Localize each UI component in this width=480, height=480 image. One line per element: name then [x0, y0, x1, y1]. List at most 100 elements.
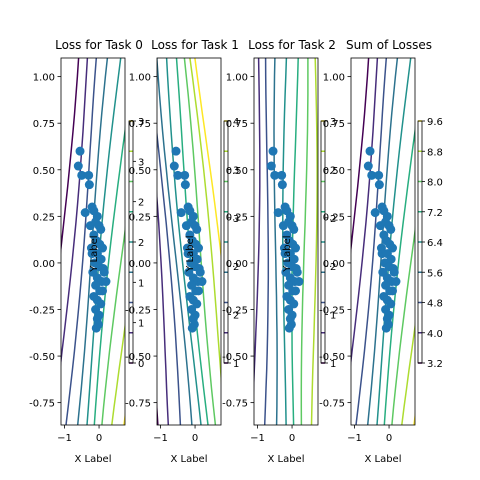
colorbar-tick-label: 6.4	[427, 238, 443, 249]
contour-line	[254, 58, 261, 395]
scatter-point	[194, 286, 204, 296]
colorbar-tick-label: 2	[330, 262, 336, 273]
colorbar-tick-label: 2	[233, 262, 239, 273]
scatter-point	[98, 286, 108, 296]
colorbar-tick-label: 2	[138, 198, 144, 209]
y-tick-label: -0.50	[222, 352, 248, 363]
scatter-point	[381, 323, 391, 333]
subplot-title: Sum of Losses	[346, 38, 432, 52]
scatter-point	[75, 146, 85, 156]
scatter-point	[176, 208, 186, 218]
y-tick-label: -0.75	[319, 399, 345, 410]
colorbar-tick-label: 3	[138, 157, 144, 168]
x-tick-label: −1	[347, 433, 362, 444]
contour-line	[351, 58, 379, 367]
contour-line	[263, 58, 270, 425]
scatter-point	[270, 170, 280, 180]
y-tick-label: 1.00	[33, 73, 55, 84]
y-tick-label: 0.75	[33, 119, 55, 130]
colorbar-tick-label: 3	[330, 117, 336, 128]
scatter-point	[374, 180, 384, 190]
y-tick-label: 0.25	[323, 212, 345, 223]
colorbar-tick-label: 9.6	[427, 117, 443, 128]
plot-area	[61, 58, 125, 425]
contour-line	[401, 321, 415, 425]
plot-area	[351, 58, 415, 425]
contour-line	[61, 58, 80, 255]
contour-line	[65, 58, 98, 425]
subplot-0: -0.75 -0.50 -0.25 0.00 0.25 0.50 0.75 1.00 −1 0 Lo…	[29, 38, 144, 465]
colorbar-tick-label: 4.0	[427, 329, 443, 340]
subplot-1: -0.75 -0.50 -0.25 0.00 0.25 0.50 0.75 1.00 −1 0 Lo…	[125, 38, 239, 465]
colorbar-tick-label: 5.6	[427, 268, 443, 279]
scatter-point	[389, 267, 399, 277]
y-tick-label: -0.75	[222, 399, 248, 410]
scatter-point	[195, 267, 205, 277]
y-tick-label: 0.25	[226, 212, 248, 223]
colorbar-tick-label: 3.2	[427, 359, 443, 370]
y-axis-label: Y Label	[282, 235, 293, 272]
colorbar-tick-label: 1	[330, 359, 336, 370]
contour-line	[351, 58, 370, 255]
subplot-title: Loss for Task 2	[248, 38, 336, 52]
colorbar-tick-label: 2	[233, 311, 239, 322]
scatter-point	[73, 161, 83, 171]
y-tick-label: 1.00	[226, 73, 248, 84]
y-tick-label: -0.75	[29, 399, 55, 410]
scatter-point	[374, 170, 384, 180]
plot-area	[157, 58, 221, 425]
colorbar-tick-label: 4.8	[427, 299, 443, 310]
y-tick-label: 1.00	[129, 73, 151, 84]
contour-line	[61, 58, 89, 367]
scatter-point	[370, 208, 380, 218]
x-tick-label: −1	[250, 433, 265, 444]
contour-line	[111, 321, 125, 425]
y-axis-label: Y Label	[89, 235, 100, 272]
y-tick-label: -0.50	[319, 352, 345, 363]
y-tick-label: 0.00	[323, 259, 345, 270]
scatter-point	[391, 277, 401, 287]
contour-line	[157, 127, 182, 425]
axes-frame	[156, 57, 222, 426]
scatter-point	[84, 170, 94, 180]
x-axis-label: X Label	[170, 454, 207, 465]
y-tick-label: -0.25	[29, 305, 55, 316]
contour-line	[383, 125, 415, 425]
y-tick-label: -0.25	[125, 305, 151, 316]
colorbar-tick-label: 3	[138, 117, 144, 128]
contour-line	[101, 225, 125, 425]
contour-line	[282, 58, 288, 425]
scatter-point	[187, 323, 197, 333]
scatter-point	[367, 170, 377, 180]
colorbar-tick-label: 4	[233, 117, 239, 128]
colorbar-tick-label: 8.0	[427, 178, 443, 189]
x-axis-label: X Label	[74, 454, 111, 465]
contour-line	[194, 58, 221, 261]
subplot-2: -0.75 -0.50 -0.25 0.00 0.25 0.50 0.75 1.00 −1 0 Lo…	[222, 38, 336, 465]
contour-line	[391, 225, 415, 425]
scatter-point	[96, 224, 106, 234]
axes-frame	[60, 57, 126, 426]
scatter-point	[365, 146, 375, 156]
subplot-title: Loss for Task 1	[151, 38, 239, 52]
x-tick-label: −1	[153, 433, 168, 444]
scatter-point	[192, 224, 202, 234]
scatter-point	[169, 161, 179, 171]
colorbar-tick-label: 2	[330, 165, 336, 176]
contour-line	[241, 58, 251, 425]
scatter-point	[77, 170, 87, 180]
y-tick-label: 0.25	[33, 212, 55, 223]
scatter-point	[101, 277, 111, 287]
y-tick-label: -0.25	[319, 305, 345, 316]
colorbar-tick-label: 0	[138, 359, 144, 370]
colorbar-tick-label: 8.8	[427, 147, 443, 158]
scatter-point	[388, 286, 398, 296]
y-tick-label: -0.75	[125, 399, 151, 410]
subplot-3: -0.75 -0.50 -0.25 0.00 0.25 0.50 0.75 1.00 −1 0 Su…	[319, 38, 443, 465]
scatter-point	[91, 323, 101, 333]
y-tick-label: 0.00	[33, 259, 55, 270]
scatter-point	[291, 286, 301, 296]
subplot-title: Loss for Task 0	[55, 38, 143, 52]
y-tick-label: 0.50	[33, 166, 55, 177]
